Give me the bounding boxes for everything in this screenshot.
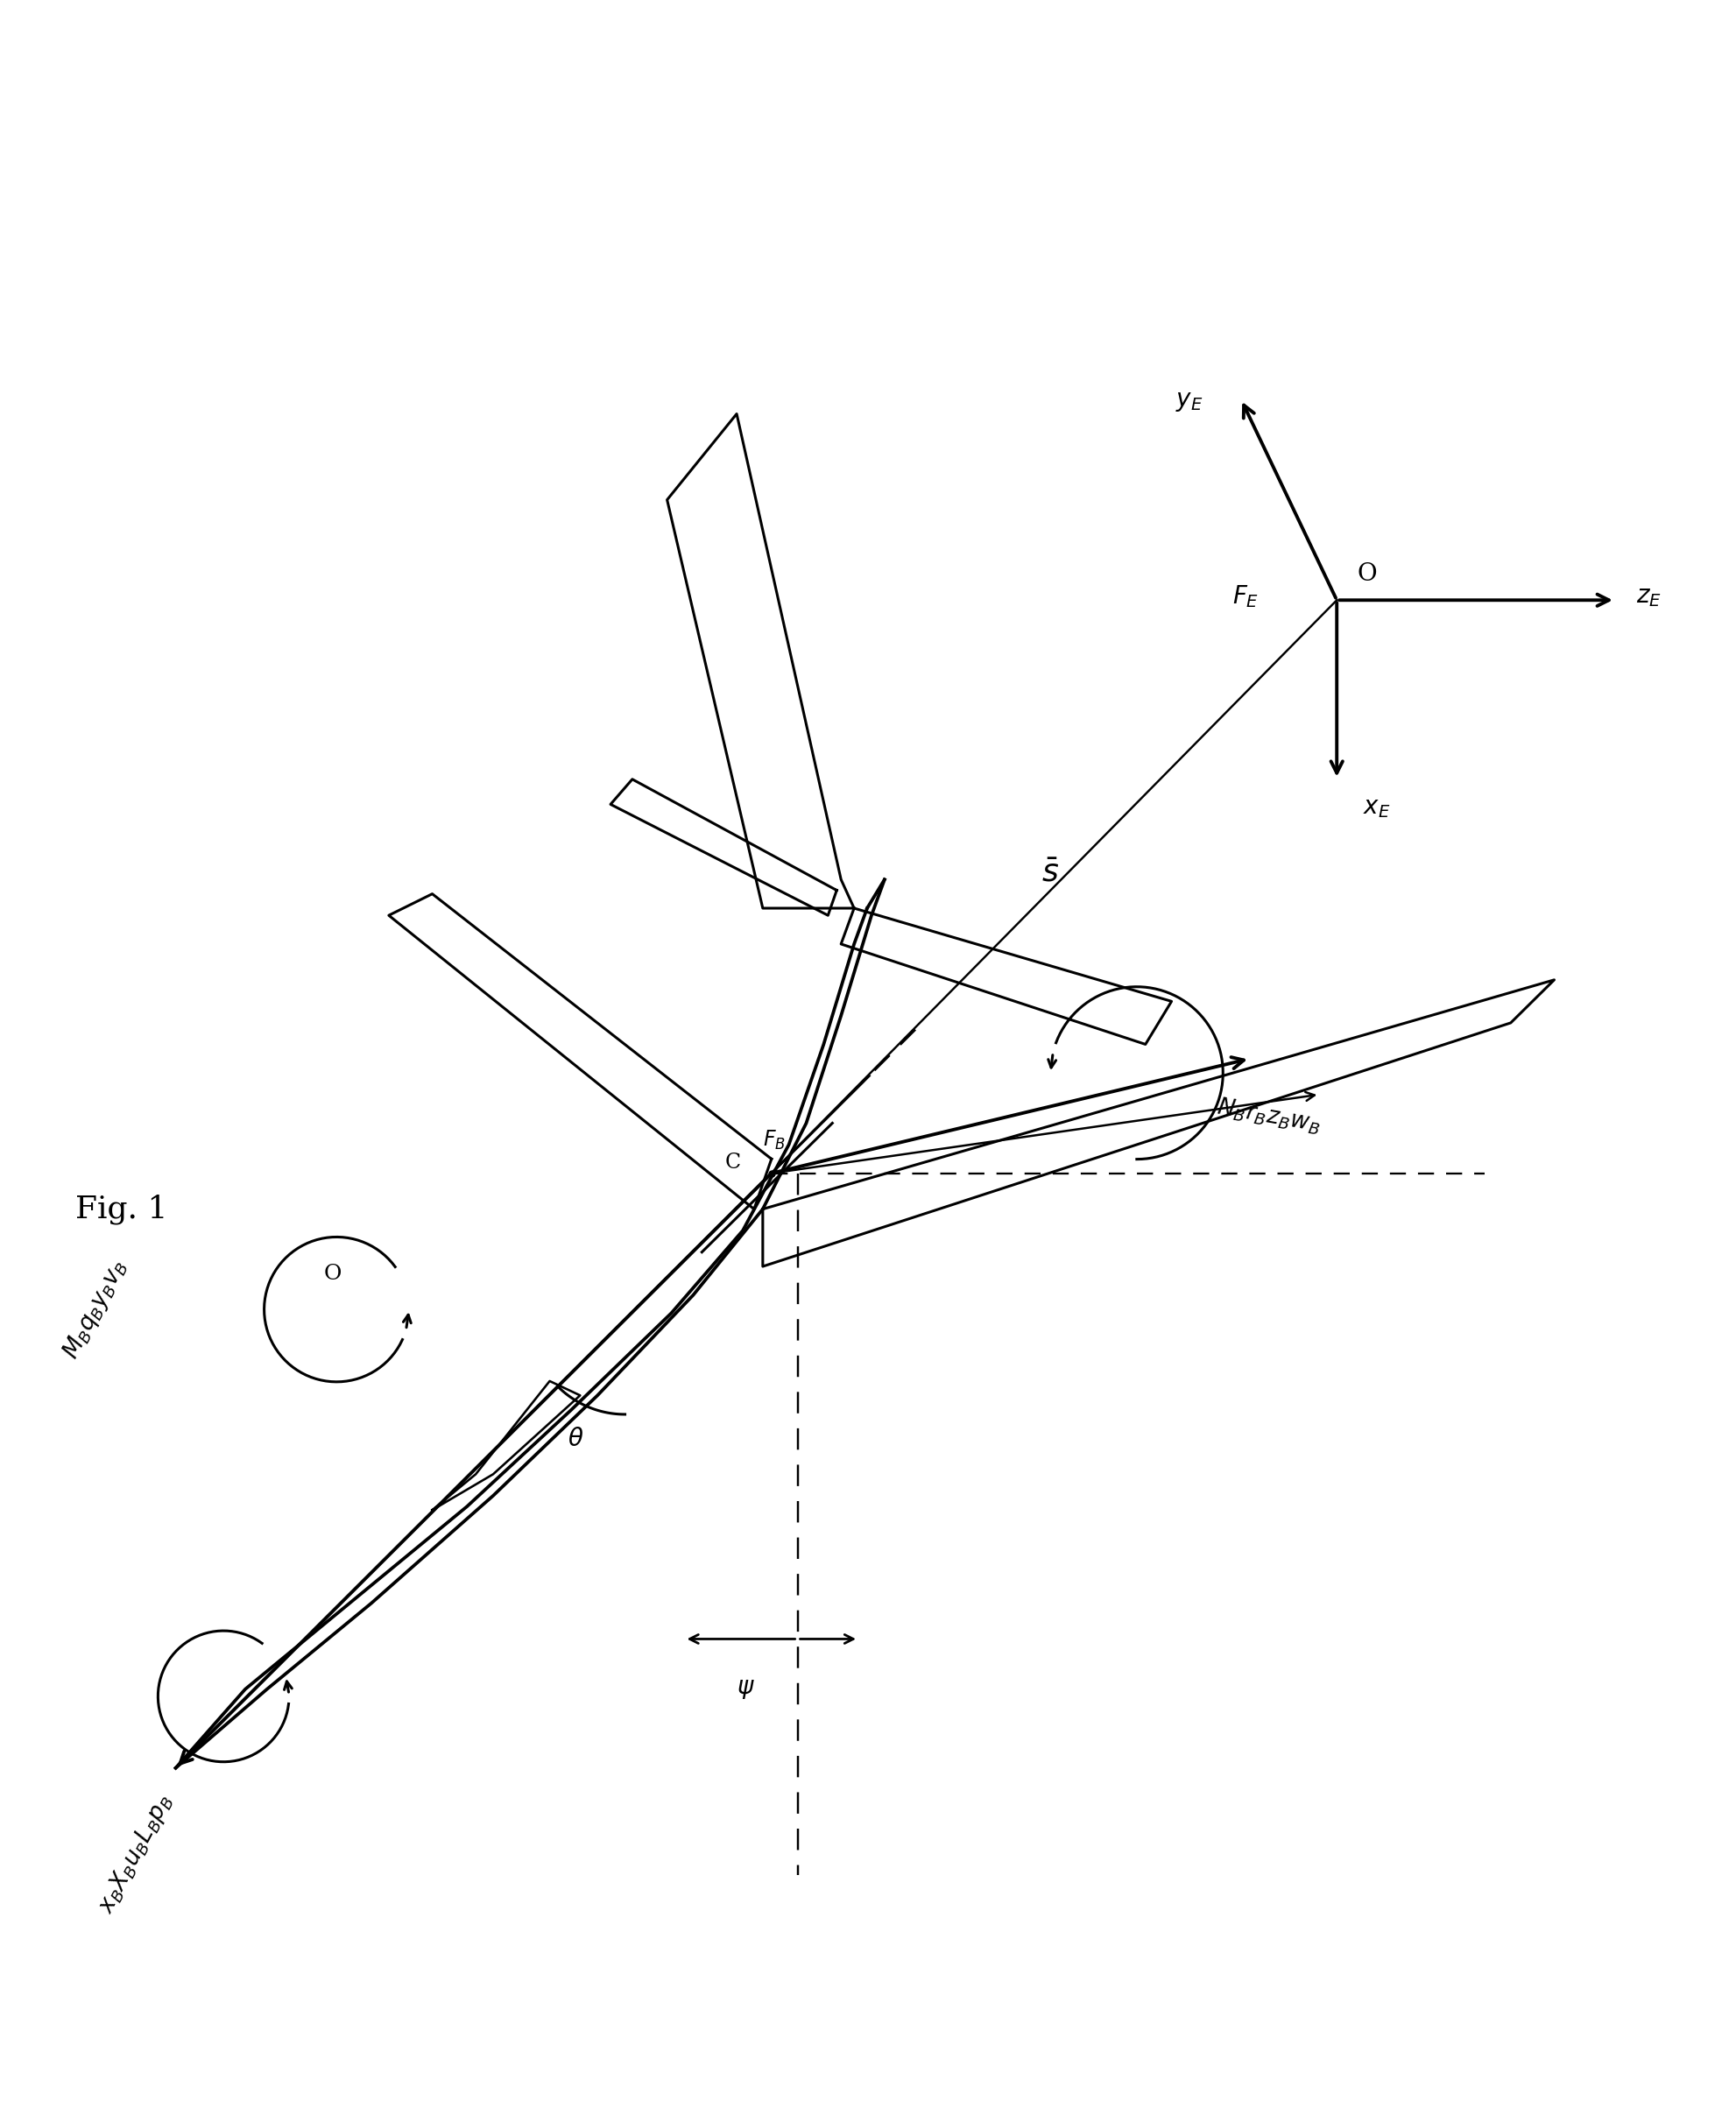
Text: $y_E$: $y_E$ [1175,390,1203,413]
Text: $z_E$: $z_E$ [1635,584,1660,609]
Text: $\psi$: $\psi$ [736,1678,753,1701]
Text: O: O [323,1263,340,1284]
Text: $M_B q_B y_B v_B$: $M_B q_B y_B v_B$ [59,1254,132,1364]
Text: $F_E$: $F_E$ [1233,584,1259,609]
Text: O: O [1358,563,1377,586]
Text: $N_B r_B z_B w_B$: $N_B r_B z_B w_B$ [1215,1094,1323,1138]
Text: $F_B$: $F_B$ [762,1130,785,1151]
Text: C: C [724,1153,741,1172]
Text: $\theta$: $\theta$ [568,1427,583,1450]
Text: $\bar{s}$: $\bar{s}$ [1040,858,1057,887]
Text: $x_B X_B u_B L_B p_B$: $x_B X_B u_B L_B p_B$ [94,1790,177,1918]
Text: Fig. 1: Fig. 1 [76,1193,168,1225]
Text: $x_E$: $x_E$ [1363,797,1389,820]
